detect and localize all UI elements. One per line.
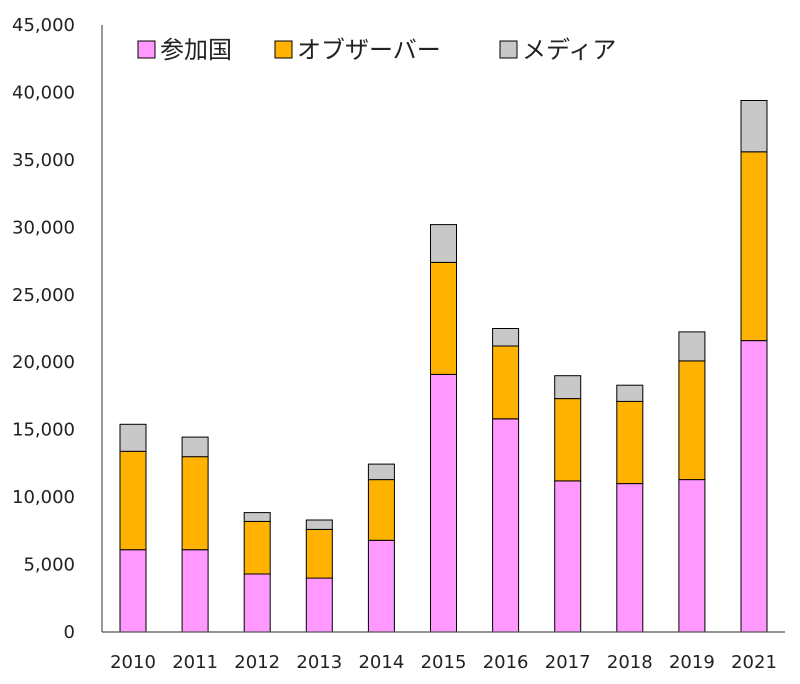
x-tick-label: 2017: [545, 652, 591, 673]
bar-segment-2015-1: [430, 261, 457, 375]
bar-segment-2017-0: [554, 480, 582, 633]
x-tick-label: 2010: [110, 652, 156, 673]
bar-segment-2013-1: [305, 529, 333, 579]
x-tick-label: 2021: [731, 652, 777, 673]
y-tick-label: 45,000: [12, 15, 75, 36]
legend-swatch-1: [274, 40, 293, 59]
x-tick-label: 2018: [607, 652, 653, 673]
bar-segment-2011-0: [181, 549, 209, 633]
y-tick-label: 15,000: [12, 420, 75, 441]
bar-segment-2016-1: [492, 345, 520, 420]
bar-segment-2018-1: [616, 400, 644, 485]
bar-segment-2019-2: [678, 331, 706, 362]
x-axis-tick-labels: 2010 2011 2012 2013 2014 2015 2016 2017 2018 2019…: [110, 652, 777, 673]
bar-segment-2014-1: [367, 479, 395, 541]
bar-segment-2010-1: [119, 450, 147, 551]
bar-segment-2018-2: [616, 384, 644, 402]
bar-segment-2013-2: [305, 519, 333, 530]
y-tick-label: 40,000: [12, 82, 75, 103]
bar-segment-2016-2: [492, 328, 520, 347]
bar-segment-2011-2: [181, 436, 209, 458]
bar-segment-2016-0: [492, 418, 520, 633]
bar-segment-2021-2: [740, 100, 768, 153]
y-tick-label: 5,000: [23, 555, 75, 576]
x-tick-label: 2016: [483, 652, 529, 673]
y-axis-tick-labels: 0 5,000 10,000 15,000 20,000 25,000 30,000 35,0…: [12, 15, 75, 643]
legend-swatch-0: [137, 40, 156, 59]
bars: [119, 100, 768, 633]
legend-label-1: オブザーバー: [297, 36, 441, 64]
bar-segment-2010-2: [119, 423, 147, 452]
bar-segment-2012-2: [243, 512, 271, 522]
legend-label-2: メディア: [522, 36, 616, 64]
bar-segment-2014-2: [367, 463, 395, 481]
legend: 参加国 オブザーバー メディア: [137, 36, 616, 64]
bar-segment-2011-1: [181, 456, 209, 551]
bar-segment-2014-0: [367, 539, 395, 633]
bar-segment-2015-0: [430, 373, 457, 633]
axes: [101, 25, 785, 633]
bar-segment-2015-2: [430, 224, 457, 263]
bar-segment-2013-0: [305, 577, 333, 633]
bar-segment-2012-0: [243, 573, 271, 633]
x-tick-label: 2014: [358, 652, 404, 673]
x-tick-label: 2011: [172, 652, 218, 673]
y-tick-label: 30,000: [12, 217, 75, 238]
y-tick-label: 0: [64, 622, 75, 643]
y-tick-label: 25,000: [12, 285, 75, 306]
bar-segment-2021-0: [740, 340, 768, 633]
x-tick-label: 2013: [296, 652, 342, 673]
y-tick-label: 10,000: [12, 487, 75, 508]
bar-segment-2018-0: [616, 483, 644, 633]
y-tick-label: 35,000: [12, 150, 75, 171]
bar-segment-2019-0: [678, 479, 706, 633]
y-tick-label: 20,000: [12, 352, 75, 373]
x-tick-label: 2019: [669, 652, 715, 673]
bar-segment-2012-1: [243, 520, 271, 575]
bar-segment-2017-2: [554, 375, 582, 400]
bar-segment-2010-0: [119, 549, 147, 633]
legend-label-0: 参加国: [160, 36, 232, 64]
bar-segment-2017-1: [554, 398, 582, 482]
bar-segment-2019-1: [678, 360, 706, 481]
legend-swatch-2: [499, 40, 518, 59]
x-tick-label: 2015: [421, 652, 467, 673]
x-tick-label: 2012: [234, 652, 280, 673]
bar-segment-2021-1: [740, 151, 768, 342]
